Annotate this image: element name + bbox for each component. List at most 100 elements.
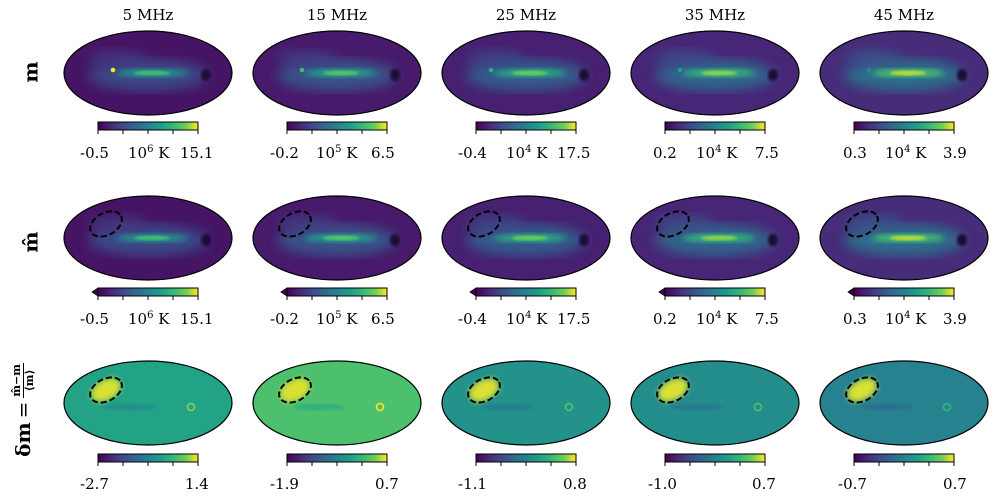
cb-r1-c1-max: 6.5: [371, 144, 395, 162]
point-source: [488, 67, 494, 73]
colorbar-extend-arrow: [280, 287, 288, 297]
freq-label-3: 35 MHz: [684, 6, 746, 24]
absorption-spot: [957, 234, 967, 246]
map-r2-c3: [630, 195, 800, 281]
colorbar-extend-arrow: [658, 287, 666, 297]
colorbar-gradient: [853, 287, 955, 297]
cb-r1-c0-min: -0.5: [80, 144, 109, 162]
cb-r3-c4-min: -0.7: [838, 475, 867, 493]
cb-r1-c2-max: 17.5: [557, 144, 591, 162]
galactic-center: [323, 70, 359, 76]
galactic-center: [323, 235, 359, 241]
residual-ring: [375, 402, 385, 412]
cb-r2-c4-max: 3.9: [943, 310, 967, 328]
map-r1-c4: [819, 30, 989, 116]
absorption-spot: [579, 69, 589, 81]
cb-r3-c2-max: 0.8: [563, 475, 587, 493]
galactic-spur: [88, 49, 148, 69]
mask-outline: [467, 376, 501, 404]
colorbar-gradient: [97, 453, 199, 463]
galactic-spur: [655, 49, 715, 69]
colorbar-r1-c4: [853, 121, 955, 134]
colorbar-r3-c1: [286, 453, 388, 466]
galactic-center: [701, 70, 737, 76]
colorbar-gradient: [853, 121, 955, 131]
map-r2-c4: [819, 195, 989, 281]
map-border: [630, 30, 800, 116]
cb-r1-c3-min: 0.2: [653, 144, 677, 162]
residual-plane: [293, 404, 345, 410]
map-r2-c1: [252, 195, 422, 281]
mask-outline: [656, 210, 690, 238]
cb-r2-c0-max: 15.1: [180, 310, 214, 328]
map-border: [63, 30, 233, 116]
cb-r1-c0-max: 15.1: [180, 144, 214, 162]
colorbar-gradient: [853, 453, 955, 463]
mask-outline: [278, 210, 312, 238]
map-r3-c3: [630, 360, 800, 446]
colorbar-r1-c3: [664, 121, 766, 134]
map-r1-c0: [63, 30, 233, 116]
residual-hotspot: [91, 378, 121, 402]
map-border: [441, 360, 611, 446]
cb-r3-c1-max: 0.7: [375, 475, 399, 493]
map-grid: [63, 30, 989, 466]
residual-hotspot: [658, 378, 688, 402]
residual-ring: [753, 402, 763, 412]
map-r1-c2: [441, 30, 611, 116]
map-border: [252, 195, 422, 281]
galactic-spur: [466, 214, 526, 234]
absorption-spot: [201, 69, 211, 81]
colorbar-r3-c2: [475, 453, 577, 466]
residual-ring: [564, 402, 574, 412]
cb-r1-c4-max: 3.9: [943, 144, 967, 162]
cb-r1-c3-unit: 104 K: [696, 144, 738, 162]
colorbar-gradient: [286, 453, 388, 463]
cb-r2-c1-min: -0.2: [270, 310, 299, 328]
cb-r2-c4-min: 0.3: [843, 310, 867, 328]
absorption-spot: [201, 234, 211, 246]
galactic-spur: [655, 214, 715, 234]
galactic-center: [701, 235, 737, 241]
cb-r2-c2-unit: 104 K: [506, 310, 548, 328]
residual-plane: [482, 404, 534, 410]
cb-r3-c4-max: 0.7: [943, 475, 967, 493]
galactic-spur: [466, 49, 526, 69]
map-r3-c2: [441, 360, 611, 446]
mask-outline: [89, 376, 123, 404]
galactic-center: [134, 235, 170, 241]
residual-plane: [671, 404, 723, 410]
map-r3-c4: [819, 360, 989, 446]
galactic-spur: [277, 49, 337, 69]
point-source: [866, 67, 872, 73]
cb-r2-c3-min: 0.2: [653, 310, 677, 328]
galactic-center: [512, 235, 548, 241]
colorbar-r2-c4: [847, 287, 955, 300]
absorption-spot: [579, 234, 589, 246]
map-border: [63, 360, 233, 446]
freq-label-4: 45 MHz: [873, 6, 935, 24]
colorbar-gradient: [664, 453, 766, 463]
colorbar-r2-c3: [658, 287, 766, 300]
colorbar-r2-c2: [469, 287, 577, 300]
galactic-spur: [844, 214, 904, 234]
freq-label-1: 15 MHz: [306, 6, 368, 24]
residual-hotspot: [847, 378, 877, 402]
cb-r2-c2-max: 17.5: [557, 310, 591, 328]
point-source: [299, 67, 305, 73]
absorption-spot: [768, 69, 778, 81]
absorption-spot: [957, 69, 967, 81]
galactic-spur: [844, 49, 904, 69]
colorbar-extend-arrow: [91, 287, 99, 297]
freq-label-2: 25 MHz: [495, 6, 557, 24]
cb-r1-c3-max: 7.5: [755, 144, 779, 162]
cb-r3-c1-min: -1.9: [270, 475, 299, 493]
colorbar-r1-c0: [97, 121, 199, 134]
map-border: [252, 360, 422, 446]
colorbar-r1-c2: [475, 121, 577, 134]
colorbar-extend-arrow: [847, 287, 855, 297]
cb-r3-c2-min: -1.1: [458, 475, 487, 493]
cb-r2-c0-unit: 106 K: [128, 310, 170, 328]
cb-r2-c4-unit: 104 K: [885, 310, 927, 328]
